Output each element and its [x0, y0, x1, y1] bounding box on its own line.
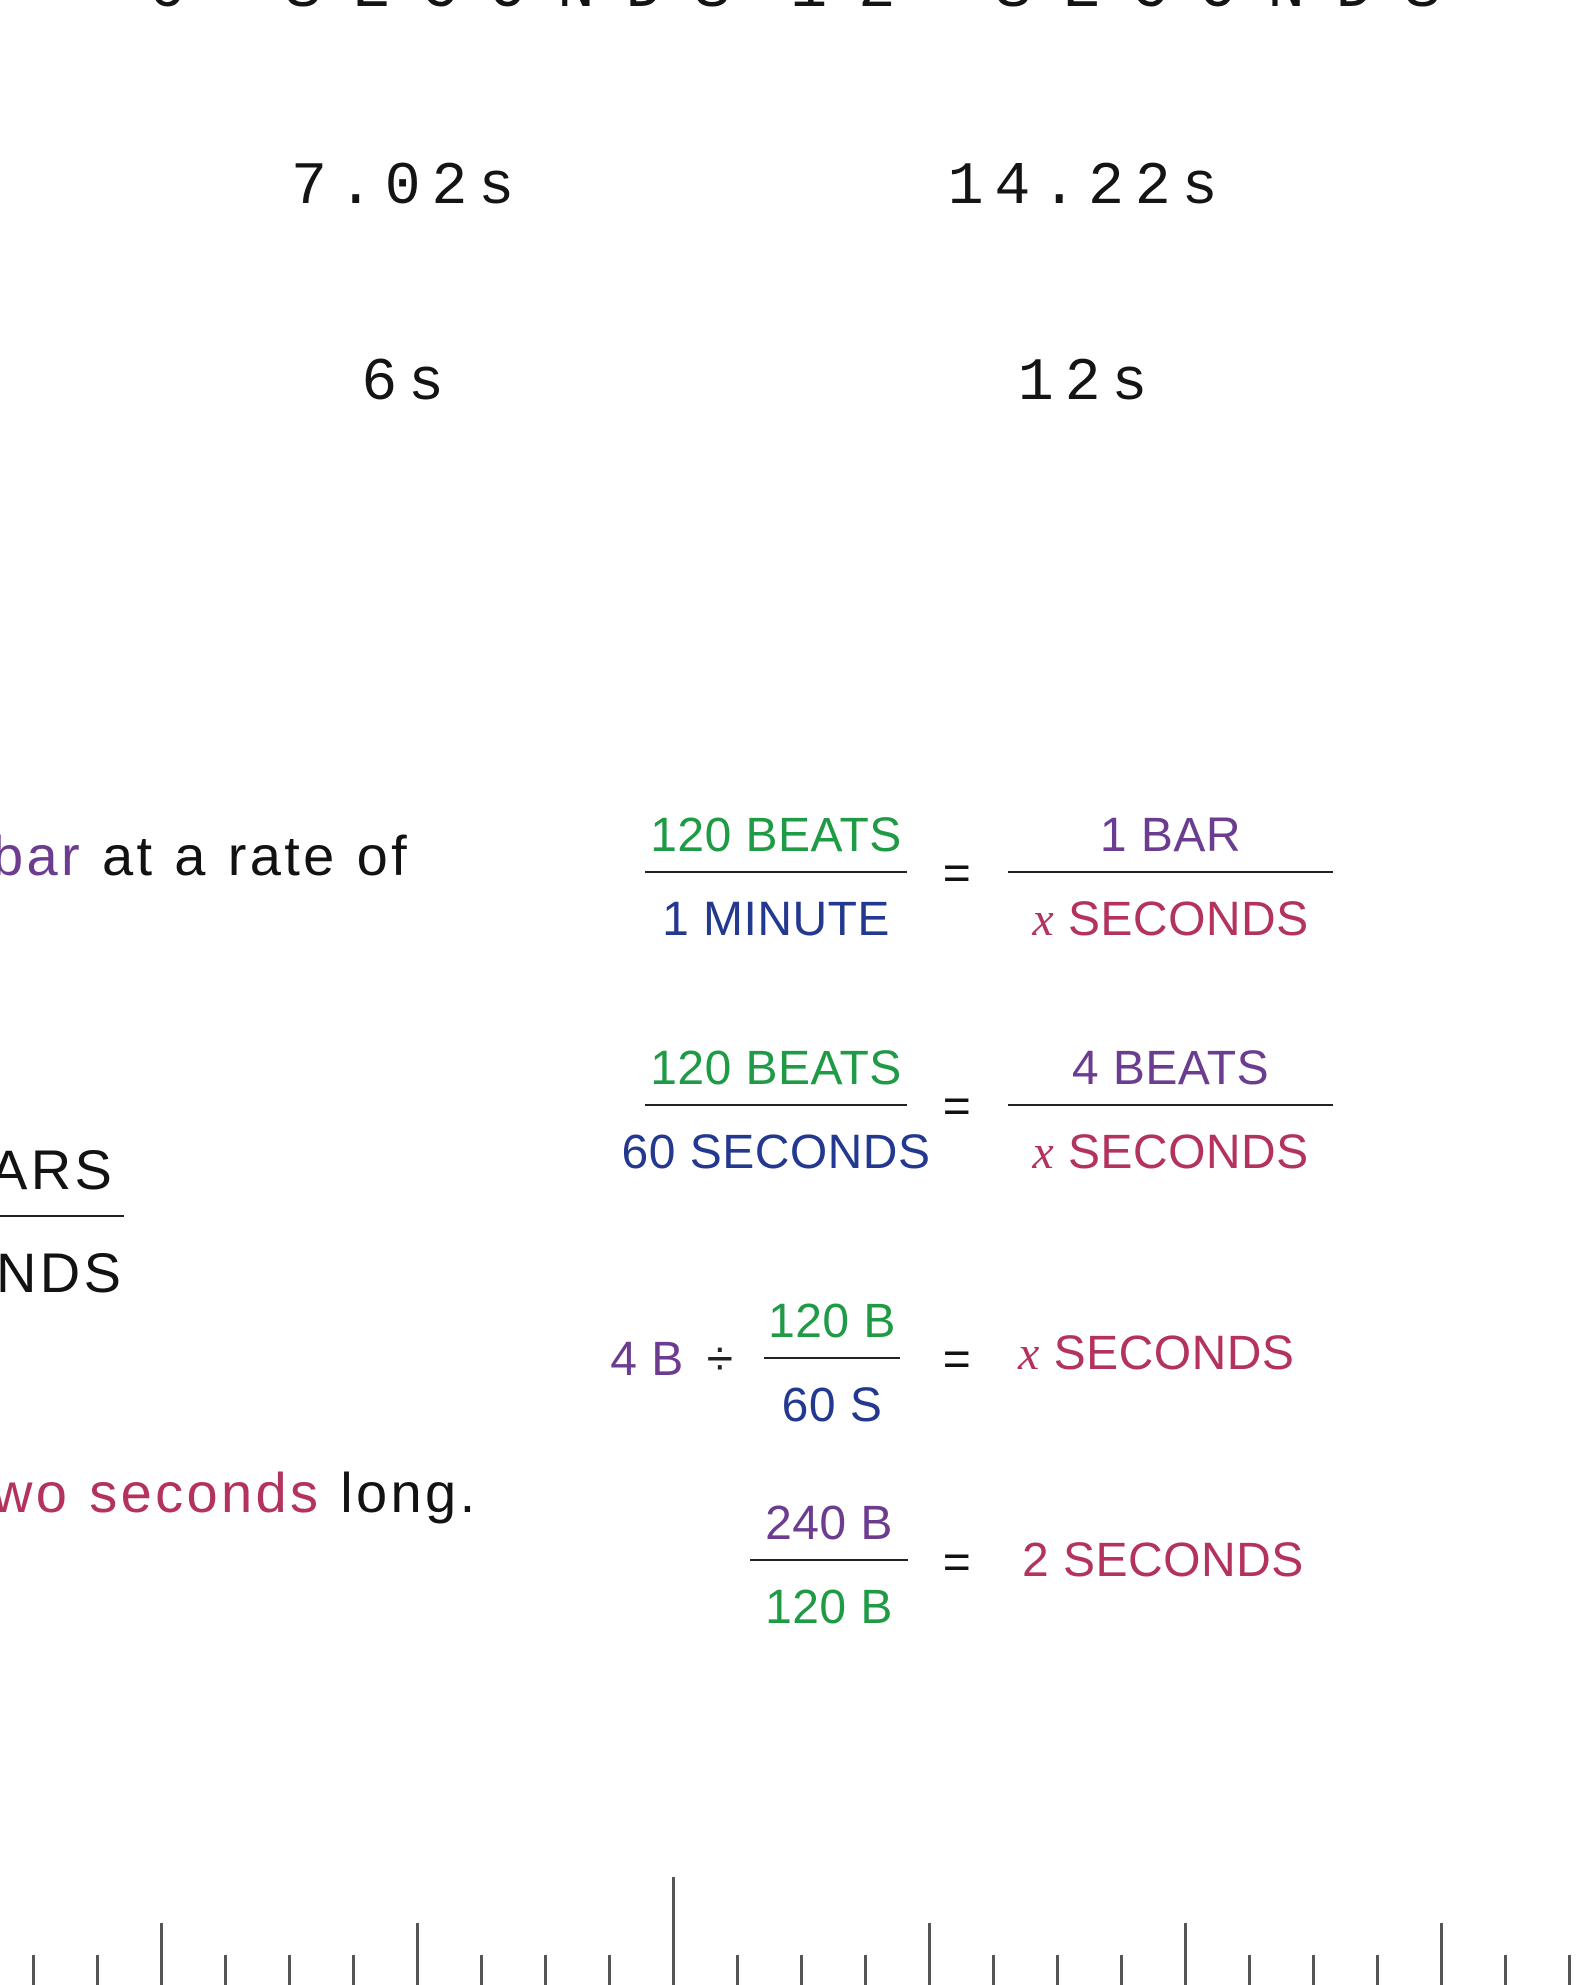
ruler-tick	[736, 1955, 739, 1985]
ruler-tick	[1504, 1955, 1507, 1985]
target-time-right: 12s	[1017, 350, 1159, 418]
eq1-right-fraction-line	[1008, 871, 1333, 873]
ruler-tick	[800, 1955, 803, 1985]
eq4-numerator: 240 B	[765, 1497, 893, 1550]
ruler-tick	[864, 1955, 867, 1985]
eq1-equals-sign: =	[942, 847, 972, 900]
eq2-right-fraction-line	[1008, 1104, 1333, 1106]
eq2-equals-sign: =	[942, 1080, 972, 1133]
target-time-left: 6s	[361, 350, 455, 418]
prose-line-1: bar at a rate of	[0, 823, 410, 888]
prose-line-3: wo seconds long.	[0, 1460, 478, 1525]
ruler-tick	[1440, 1923, 1443, 1985]
eq1-seconds-label: SECONDS	[1067, 893, 1309, 946]
eq3-variable-x: x	[1018, 1327, 1040, 1380]
eq1-right-numerator: 1 BAR	[1099, 809, 1242, 862]
prose-fraction-top: ARS	[0, 1138, 116, 1201]
eq3-seconds-label: SECONDS	[1053, 1327, 1295, 1380]
ruler-tick	[480, 1955, 483, 1985]
eq1-variable-x: x	[1032, 893, 1055, 946]
ruler-tick	[32, 1955, 35, 1985]
measured-time-left: 7.02s	[290, 154, 526, 222]
eq2-left-fraction-line	[645, 1104, 907, 1106]
eq3-fraction-line	[764, 1357, 900, 1359]
ruler-tick	[160, 1923, 163, 1985]
ruler-tick	[1056, 1955, 1059, 1985]
eq4-equals-sign: =	[942, 1536, 972, 1589]
eq3-denominator: 60 S	[781, 1379, 883, 1432]
ruler-tick	[544, 1955, 547, 1985]
ruler-tick	[608, 1955, 611, 1985]
prose-long-text: long.	[340, 1461, 479, 1524]
prose-seconds-phrase: wo seconds	[0, 1461, 322, 1524]
eq4-denominator: 120 B	[765, 1581, 893, 1634]
ruler-tick	[1120, 1955, 1123, 1985]
ruler-tick	[224, 1955, 227, 1985]
ruler-tick	[416, 1923, 419, 1985]
timeline-ruler	[0, 1870, 1588, 1985]
ruler-tick	[96, 1955, 99, 1985]
eq4-fraction-line	[750, 1559, 908, 1561]
prose-fraction-bottom: NDS	[0, 1241, 125, 1304]
ruler-tick	[992, 1955, 995, 1985]
eq3-lhs-beats: 4 B	[610, 1333, 684, 1386]
eq2-right-numerator: 4 BEATS	[1071, 1042, 1270, 1095]
eq1-left-denominator: 1 MINUTE	[662, 893, 890, 946]
prose-bar-word: bar	[0, 824, 84, 887]
eq4-rhs: 2 SECONDS	[1022, 1534, 1304, 1587]
ruler-tick	[928, 1923, 931, 1985]
eq1-left-fraction-line	[645, 871, 907, 873]
prose-fraction-line	[0, 1215, 124, 1217]
ruler-tick	[352, 1955, 355, 1985]
ruler-tick	[1184, 1923, 1187, 1985]
header-left-label: 6 SECONDS	[148, 0, 762, 25]
eq1-left-numerator: 120 BEATS	[650, 809, 902, 862]
eq3-equals-sign: =	[942, 1333, 972, 1386]
ruler-tick	[1568, 1955, 1571, 1985]
ruler-tick	[1312, 1955, 1315, 1985]
eq3-rhs: x SECONDS	[1018, 1326, 1318, 1381]
eq3-numerator: 120 B	[768, 1295, 896, 1348]
eq1-right-denominator: x SECONDS	[1008, 892, 1333, 947]
ruler-tick	[1376, 1955, 1379, 1985]
ruler-tick	[288, 1955, 291, 1985]
ruler-tick	[1248, 1955, 1251, 1985]
eq2-right-denominator: x SECONDS	[1008, 1125, 1333, 1180]
eq2-left-denominator: 60 SECONDS	[621, 1126, 931, 1179]
prose-rate-text: at a rate of	[101, 824, 410, 887]
eq2-left-numerator: 120 BEATS	[650, 1042, 902, 1095]
header-right-label: 12 SECONDS	[790, 0, 1472, 25]
ruler-tick	[672, 1877, 675, 1985]
eq2-variable-x: x	[1032, 1126, 1055, 1179]
eq3-divide-sign: ÷	[706, 1333, 734, 1386]
eq2-seconds-label: SECONDS	[1067, 1126, 1309, 1179]
measured-time-right: 14.22s	[947, 154, 1229, 222]
